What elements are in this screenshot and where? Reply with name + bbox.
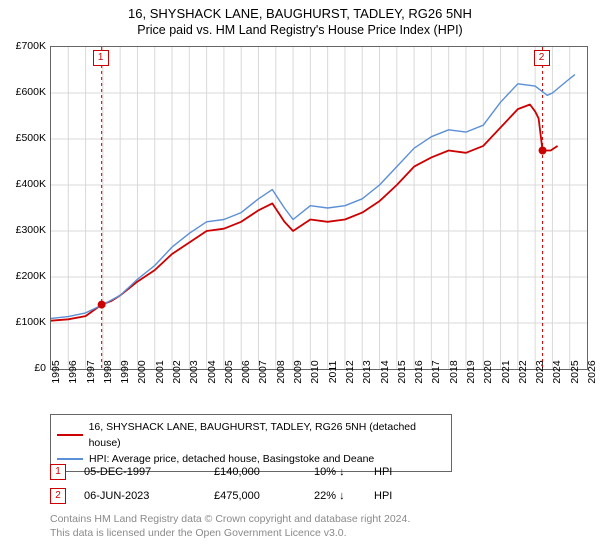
- legend-label: 16, SHYSHACK LANE, BAUGHURST, TADLEY, RG…: [89, 419, 445, 451]
- x-axis-tick-label: 2026: [586, 360, 598, 383]
- legend-row: 16, SHYSHACK LANE, BAUGHURST, TADLEY, RG…: [57, 419, 445, 451]
- x-axis-tick-label: 1997: [85, 360, 97, 383]
- callout-marker-1: 1: [50, 464, 66, 480]
- x-axis-tick-label: 2022: [517, 360, 529, 383]
- x-axis-tick-label: 2012: [344, 360, 356, 383]
- arrow-down-icon: ↓: [339, 490, 345, 502]
- y-axis-tick-label: £0: [34, 362, 46, 374]
- x-axis-tick-label: 1999: [119, 360, 131, 383]
- table-row: 2 06-JUN-2023 £475,000 22% ↓ HPI: [50, 484, 434, 508]
- x-axis-tick-label: 1998: [102, 360, 114, 383]
- data-point-marker: [539, 147, 547, 155]
- y-axis-tick-label: £600K: [16, 86, 46, 98]
- x-axis-tick-label: 2011: [327, 361, 339, 384]
- chart-container: 16, SHYSHACK LANE, BAUGHURST, TADLEY, RG…: [0, 0, 600, 560]
- callout-pct: 10% ↓: [314, 466, 374, 478]
- x-axis-tick-label: 2007: [257, 360, 269, 383]
- callout-hpi-label: HPI: [374, 490, 434, 502]
- x-axis-tick-label: 2008: [275, 360, 287, 383]
- x-axis-tick-label: 2001: [154, 360, 166, 383]
- y-axis-tick-label: £100K: [16, 316, 46, 328]
- callout-hpi-label: HPI: [374, 466, 434, 478]
- x-axis-tick-label: 2013: [361, 360, 373, 383]
- y-axis-tick-label: £500K: [16, 132, 46, 144]
- y-axis-tick-label: £300K: [16, 224, 46, 236]
- x-axis-tick-label: 2020: [482, 360, 494, 383]
- callout-date: 05-DEC-1997: [84, 466, 214, 478]
- x-axis-tick-label: 2024: [551, 360, 563, 383]
- data-point-marker: [98, 301, 106, 309]
- chart-svg: [51, 47, 587, 369]
- legend-swatch-price: [57, 434, 83, 436]
- x-axis-tick-label: 2000: [136, 360, 148, 383]
- x-axis-tick-label: 2009: [292, 360, 304, 383]
- y-axis-tick-label: £200K: [16, 270, 46, 282]
- footer-line: Contains HM Land Registry data © Crown c…: [50, 512, 410, 526]
- title-sub: Price paid vs. HM Land Registry's House …: [0, 23, 600, 37]
- footer-line: This data is licensed under the Open Gov…: [50, 526, 410, 540]
- callout-marker: 1: [93, 50, 109, 66]
- x-axis-tick-label: 2005: [223, 360, 235, 383]
- x-axis-tick-label: 2004: [206, 360, 218, 383]
- x-axis-tick-label: 2003: [188, 360, 200, 383]
- x-axis-tick-label: 2017: [430, 360, 442, 383]
- x-axis-tick-label: 1995: [50, 360, 62, 383]
- callout-marker: 2: [534, 50, 550, 66]
- y-axis-tick-label: £400K: [16, 178, 46, 190]
- x-axis-tick-label: 2002: [171, 360, 183, 383]
- x-axis-tick-label: 2016: [413, 360, 425, 383]
- x-axis-tick-label: 2015: [396, 360, 408, 383]
- arrow-down-icon: ↓: [339, 466, 345, 478]
- chart-plot-area: [50, 46, 588, 370]
- x-axis-tick-label: 2025: [569, 360, 581, 383]
- table-row: 1 05-DEC-1997 £140,000 10% ↓ HPI: [50, 460, 434, 484]
- x-axis-tick-label: 1996: [67, 360, 79, 383]
- footer-attribution: Contains HM Land Registry data © Crown c…: [50, 512, 410, 540]
- x-axis-tick-label: 2014: [379, 360, 391, 383]
- x-axis-tick-label: 2006: [240, 360, 252, 383]
- title-block: 16, SHYSHACK LANE, BAUGHURST, TADLEY, RG…: [0, 0, 600, 37]
- series-hpi: [51, 75, 575, 319]
- x-axis-tick-label: 2010: [309, 360, 321, 383]
- x-axis-tick-label: 2019: [465, 360, 477, 383]
- callout-date: 06-JUN-2023: [84, 490, 214, 502]
- callout-price: £475,000: [214, 490, 314, 502]
- y-axis-tick-label: £700K: [16, 40, 46, 52]
- callout-marker-2: 2: [50, 488, 66, 504]
- x-axis-tick-label: 2018: [448, 360, 460, 383]
- x-axis-tick-label: 2021: [500, 360, 512, 383]
- callout-table: 1 05-DEC-1997 £140,000 10% ↓ HPI 2 06-JU…: [50, 460, 434, 508]
- x-axis-tick-label: 2023: [534, 360, 546, 383]
- callout-price: £140,000: [214, 466, 314, 478]
- callout-pct: 22% ↓: [314, 490, 374, 502]
- title-main: 16, SHYSHACK LANE, BAUGHURST, TADLEY, RG…: [0, 6, 600, 21]
